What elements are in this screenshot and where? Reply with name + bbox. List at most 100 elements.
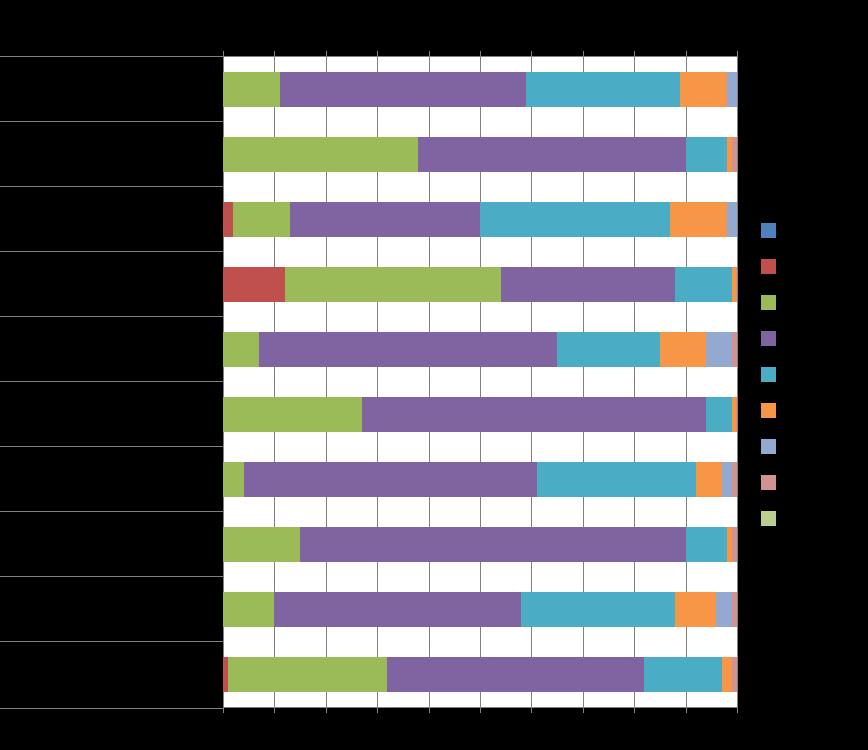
tick — [737, 51, 738, 56]
tick — [429, 51, 430, 56]
bar-segment — [223, 267, 285, 302]
legend-swatch — [761, 259, 776, 274]
tick — [480, 708, 481, 713]
bar-row — [223, 267, 737, 302]
legend-swatch — [761, 367, 776, 382]
bar-segment — [732, 527, 737, 562]
category-divider — [0, 446, 223, 447]
bar-segment — [223, 592, 274, 627]
bar-segment — [418, 137, 685, 172]
bar-segment — [557, 332, 660, 367]
bar-segment — [480, 202, 670, 237]
bar-segment — [223, 72, 280, 107]
bar-segment — [732, 397, 737, 432]
bar-segment — [228, 657, 387, 692]
bar-segment — [686, 137, 727, 172]
tick — [480, 51, 481, 56]
category-divider — [0, 121, 223, 122]
bar-row — [223, 462, 737, 497]
bar-segment — [680, 72, 726, 107]
category-divider — [0, 251, 223, 252]
bar-segment — [280, 72, 527, 107]
bar-segment — [727, 202, 737, 237]
tick — [377, 51, 378, 56]
plot-area — [223, 56, 737, 708]
bar-row — [223, 332, 737, 367]
tick — [531, 51, 532, 56]
bar-segment — [223, 202, 233, 237]
tick — [686, 51, 687, 56]
bar-segment — [716, 592, 731, 627]
bar-segment — [644, 657, 721, 692]
bar-segment — [244, 462, 537, 497]
category-divider — [0, 381, 223, 382]
bar-segment — [686, 527, 727, 562]
bar-segment — [223, 397, 362, 432]
category-divider — [0, 708, 223, 709]
legend-swatch — [761, 403, 776, 418]
bar-segment — [521, 592, 675, 627]
tick — [531, 708, 532, 713]
bar-segment — [732, 592, 737, 627]
bar-row — [223, 202, 737, 237]
legend-swatch — [761, 511, 776, 526]
bar-segment — [670, 202, 727, 237]
category-divider — [0, 641, 223, 642]
tick — [686, 708, 687, 713]
bar-row — [223, 527, 737, 562]
bar-segment — [537, 462, 696, 497]
bar-segment — [732, 137, 737, 172]
bar-segment — [722, 462, 732, 497]
category-divider — [0, 576, 223, 577]
tick — [634, 708, 635, 713]
tick — [377, 708, 378, 713]
legend-swatch — [761, 295, 776, 310]
category-divider — [0, 186, 223, 187]
bar-segment — [223, 462, 244, 497]
legend-swatch — [761, 475, 776, 490]
bar-row — [223, 592, 737, 627]
bar-segment — [675, 267, 732, 302]
bar-segment — [285, 267, 501, 302]
tick — [326, 708, 327, 713]
bar-segment — [732, 462, 737, 497]
bar-segment — [706, 332, 732, 367]
bar-segment — [223, 332, 259, 367]
category-divider — [0, 316, 223, 317]
tick — [223, 708, 224, 713]
bar-segment — [526, 72, 680, 107]
bar-segment — [732, 332, 737, 367]
bar-segment — [675, 592, 716, 627]
bar-segment — [290, 202, 480, 237]
bar-segment — [274, 592, 521, 627]
bar-segment — [362, 397, 706, 432]
tick — [223, 51, 224, 56]
category-divider — [0, 56, 223, 57]
category-divider — [0, 511, 223, 512]
legend-swatch — [761, 439, 776, 454]
bar-segment — [223, 137, 418, 172]
bar-row — [223, 137, 737, 172]
tick — [429, 708, 430, 713]
bar-row — [223, 72, 737, 107]
bar-segment — [722, 657, 732, 692]
tick — [274, 708, 275, 713]
bar-segment — [387, 657, 644, 692]
stacked-bar-chart — [0, 0, 868, 750]
bar-segment — [706, 397, 732, 432]
bar-segment — [501, 267, 676, 302]
bar-row — [223, 657, 737, 692]
tick — [274, 51, 275, 56]
tick — [634, 51, 635, 56]
tick — [326, 51, 327, 56]
bar-segment — [727, 72, 737, 107]
bar-segment — [732, 657, 737, 692]
bar-segment — [660, 332, 706, 367]
bar-segment — [259, 332, 557, 367]
bar-segment — [223, 527, 300, 562]
bar-segment — [696, 462, 722, 497]
tick — [583, 51, 584, 56]
gridline — [737, 56, 738, 708]
bar-segment — [732, 267, 737, 302]
bar-row — [223, 397, 737, 432]
